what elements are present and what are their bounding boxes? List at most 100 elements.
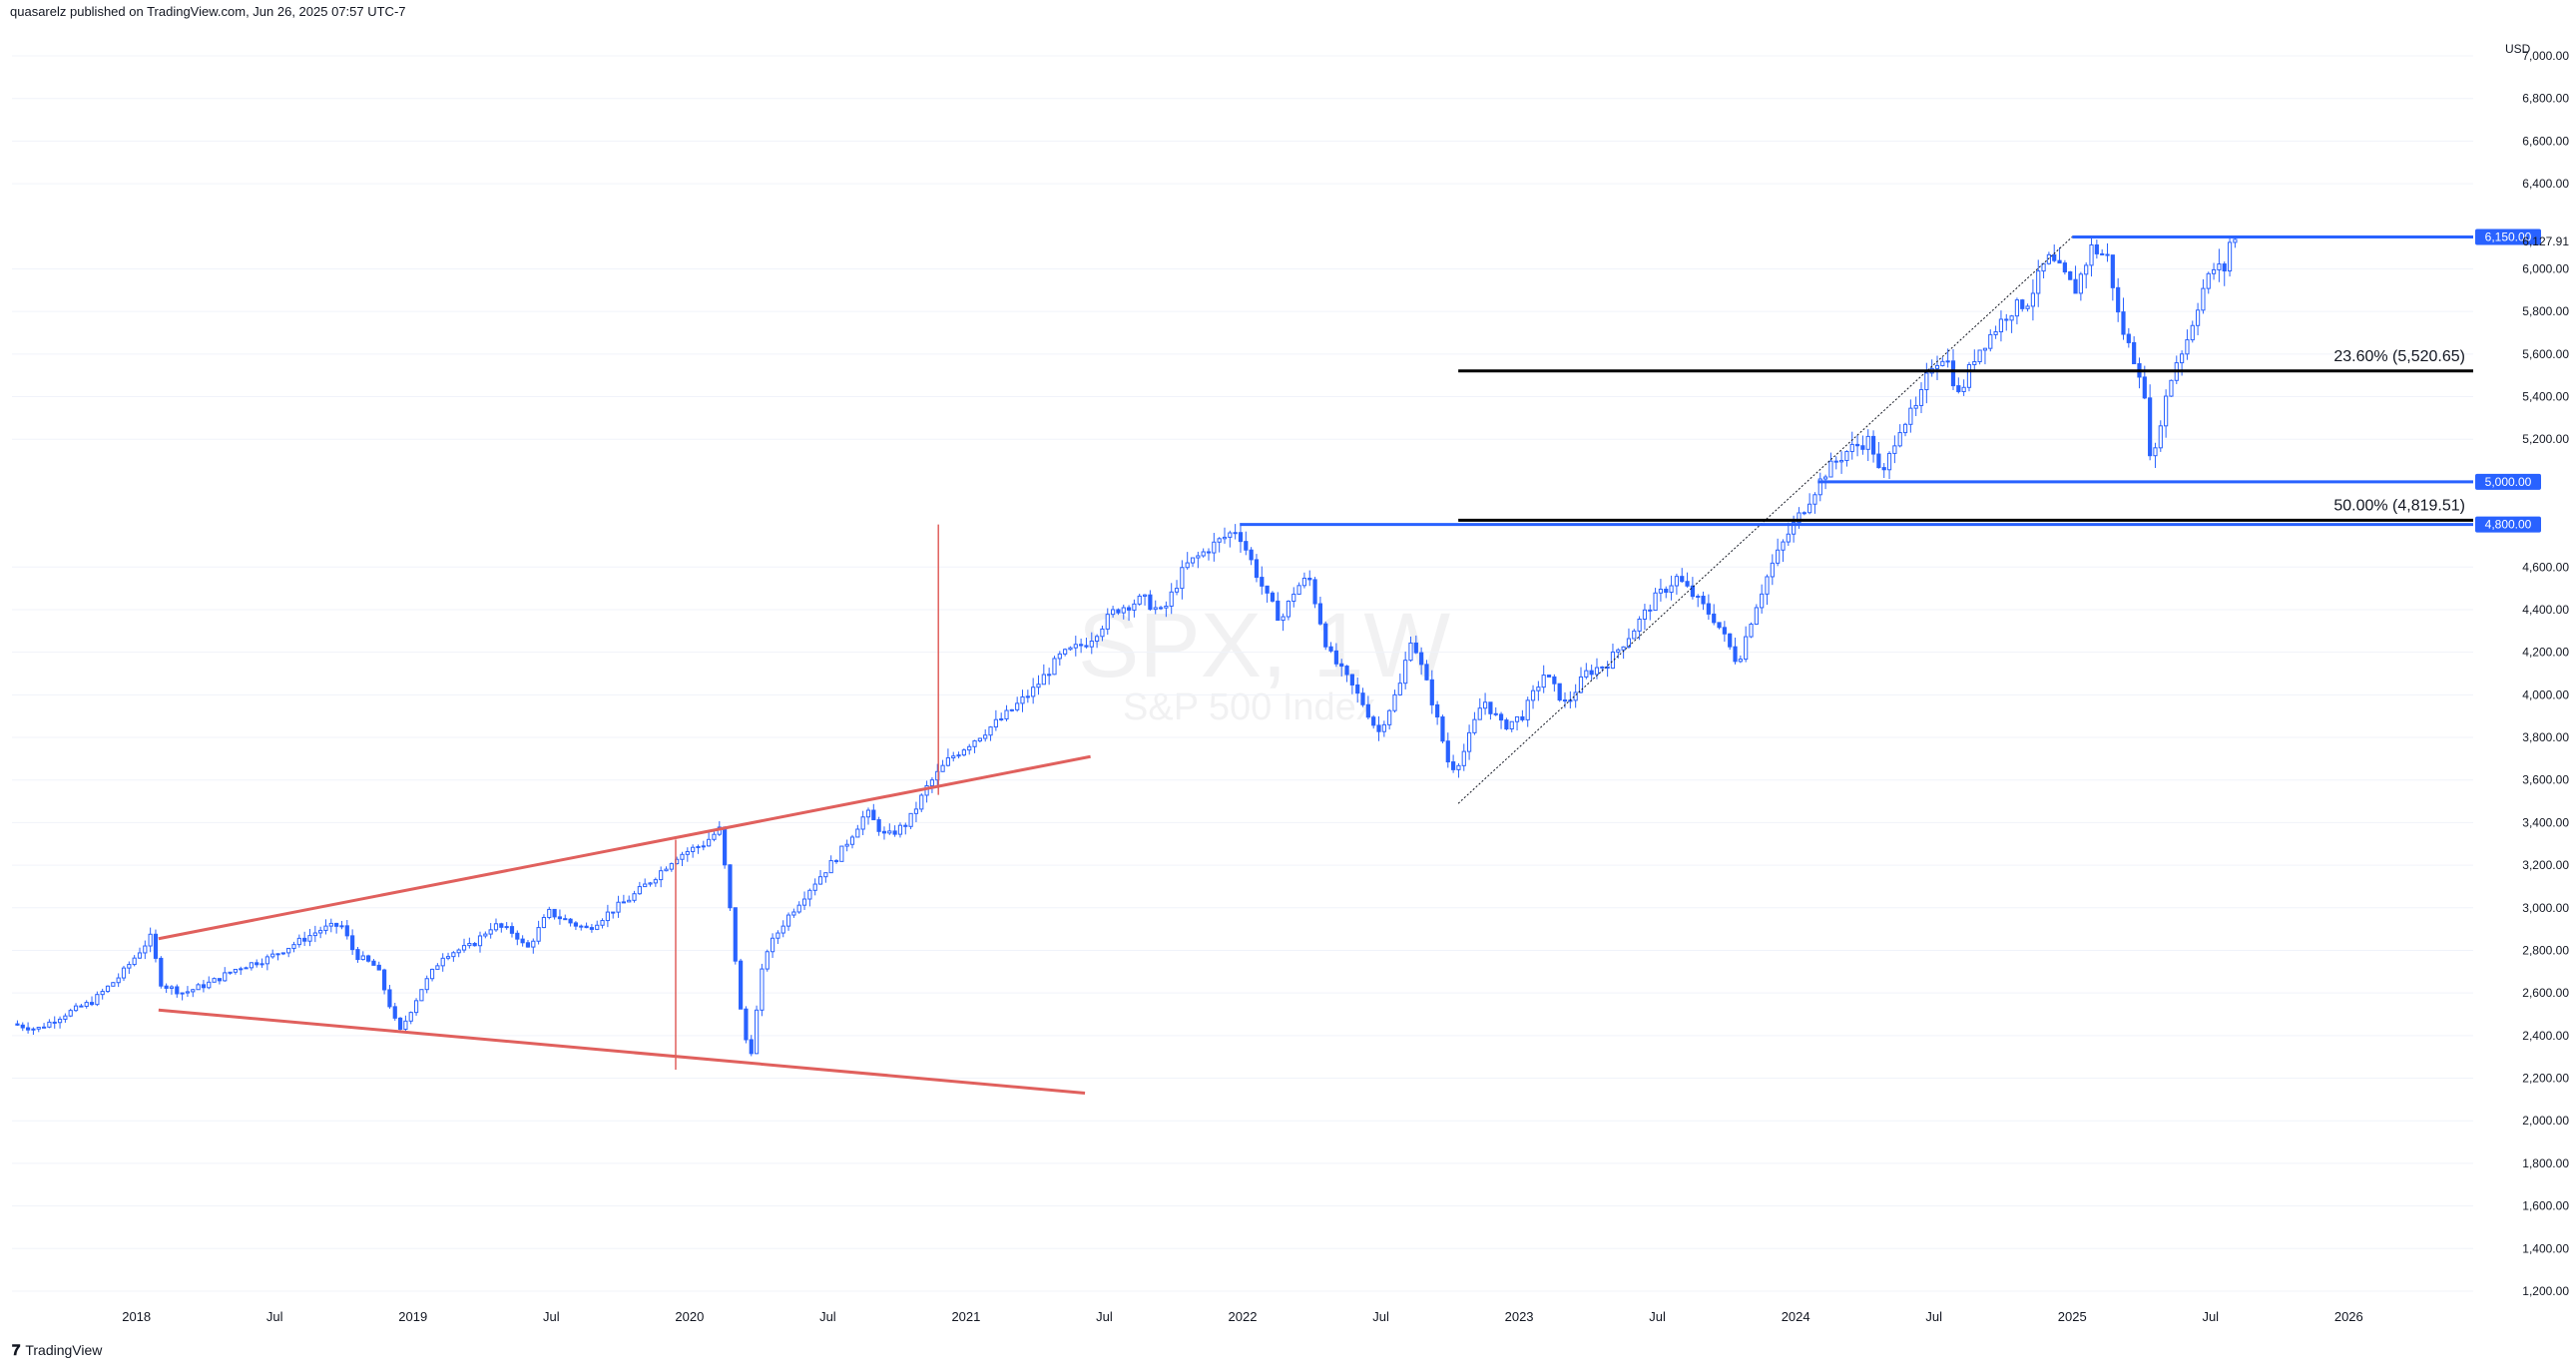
candle-body bbox=[1797, 512, 1802, 524]
footer-brand[interactable]: 𝟕 TradingView bbox=[12, 1340, 102, 1360]
candle-body bbox=[855, 828, 860, 838]
y-tick-label: 2,200.00 bbox=[2522, 1072, 2569, 1086]
candle-body bbox=[1632, 630, 1637, 640]
candle-body bbox=[733, 907, 738, 962]
x-tick-label: Jul bbox=[543, 1309, 560, 1324]
price-axis[interactable]: 1,200.00 1,400.00 1,600.00 1,800.00 2,000.00… bbox=[2473, 24, 2576, 1323]
candle-body bbox=[1148, 594, 1153, 611]
candle-body bbox=[1126, 607, 1132, 611]
candle-body bbox=[865, 809, 871, 818]
candle-body bbox=[1228, 532, 1233, 538]
x-tick-label: 2022 bbox=[1229, 1309, 1258, 1324]
candle-body bbox=[1493, 712, 1498, 715]
time-axis[interactable]: 2018 Jul 2019 Jul 2020 Jul 2021 Jul 2022 Jul 2023 J… bbox=[12, 1307, 2473, 1343]
candle-body bbox=[1249, 549, 1254, 561]
candle-body bbox=[180, 992, 185, 995]
candle-body bbox=[1870, 435, 1876, 455]
candle-body bbox=[823, 872, 828, 878]
candle-body bbox=[1589, 670, 1594, 676]
candle-body bbox=[392, 1006, 397, 1019]
candle-body bbox=[1594, 667, 1600, 676]
candle-body bbox=[73, 1005, 79, 1012]
candle-body bbox=[525, 942, 531, 948]
candle-body bbox=[1514, 715, 1520, 722]
candle-body bbox=[961, 749, 966, 756]
candle-body bbox=[1897, 432, 1902, 447]
candle-body bbox=[467, 943, 472, 947]
candle-body bbox=[1217, 538, 1222, 543]
brand-name: TradingView bbox=[25, 1342, 103, 1358]
candle-body bbox=[1408, 642, 1413, 662]
candle-body bbox=[366, 955, 371, 962]
price-label-box bbox=[2475, 228, 2541, 245]
candle-body bbox=[983, 734, 988, 739]
candle-body bbox=[1365, 703, 1370, 718]
y-tick-label: 3,600.00 bbox=[2522, 773, 2569, 787]
price-chart[interactable]: 23.60% (5,520.65) 50.00% (4,819.51) bbox=[12, 24, 2473, 1323]
candle-body bbox=[1323, 623, 1328, 648]
candle-body bbox=[1116, 609, 1121, 614]
candle-body bbox=[1052, 658, 1057, 676]
candle-body bbox=[339, 925, 344, 928]
candle-body bbox=[1456, 764, 1461, 770]
candle-body bbox=[1206, 551, 1212, 554]
candle-body bbox=[568, 918, 573, 924]
y-tick-label: 3,000.00 bbox=[2522, 901, 2569, 915]
candle-body bbox=[1706, 603, 1711, 615]
candle-body bbox=[2185, 339, 2190, 355]
candle-body bbox=[451, 952, 456, 958]
candle-body bbox=[1993, 331, 1998, 335]
candle-body bbox=[691, 846, 696, 852]
candle-body bbox=[817, 876, 823, 885]
candle-body bbox=[2217, 263, 2222, 270]
candle-body bbox=[536, 927, 541, 942]
candle-body bbox=[1073, 644, 1078, 649]
price-label-box bbox=[2475, 473, 2541, 490]
candle-body bbox=[2046, 253, 2051, 264]
candle-body bbox=[621, 901, 626, 904]
candle-body bbox=[908, 812, 913, 827]
candle-body bbox=[2062, 262, 2067, 273]
candle-body bbox=[600, 920, 605, 926]
candle-body bbox=[1451, 761, 1456, 770]
candle-body bbox=[1025, 695, 1030, 698]
candle-body bbox=[424, 978, 429, 991]
y-tick-label: 6,000.00 bbox=[2522, 261, 2569, 275]
candle-body bbox=[1089, 641, 1094, 648]
candle-body bbox=[744, 1008, 749, 1041]
candle-body bbox=[1621, 646, 1626, 651]
candle-body bbox=[1918, 389, 1924, 406]
candle-body bbox=[1301, 577, 1307, 587]
candle-body bbox=[504, 926, 509, 929]
candle-body bbox=[1557, 683, 1562, 701]
candle-body bbox=[929, 779, 935, 786]
candle-body bbox=[2211, 268, 2217, 274]
candle-body bbox=[584, 925, 589, 929]
candle-body bbox=[1754, 607, 1759, 626]
candle-body bbox=[360, 955, 365, 961]
candle-body bbox=[1669, 585, 1674, 594]
candle-body bbox=[1403, 660, 1408, 685]
y-tick-label: 4,600.00 bbox=[2522, 560, 2569, 574]
x-tick-label: Jul bbox=[2202, 1309, 2219, 1324]
y-tick-label: 3,400.00 bbox=[2522, 815, 2569, 829]
candle-body bbox=[1509, 720, 1514, 730]
candle-body bbox=[616, 901, 621, 913]
candle-body bbox=[1079, 644, 1084, 647]
tradingview-logo-icon: 𝟕 bbox=[12, 1341, 20, 1359]
trend-line bbox=[1457, 236, 2073, 804]
candle-body bbox=[1961, 386, 1966, 392]
candle-body bbox=[493, 923, 499, 931]
candle-body bbox=[844, 843, 849, 847]
candle-body bbox=[1339, 663, 1344, 668]
y-tick-label: 1,400.00 bbox=[2522, 1241, 2569, 1255]
x-tick-label: 2018 bbox=[122, 1309, 151, 1324]
candle-body bbox=[1876, 453, 1881, 469]
y-tick-label: 6,400.00 bbox=[2522, 177, 2569, 191]
candle-body bbox=[1265, 585, 1270, 594]
candle-body bbox=[579, 925, 584, 928]
candle-body bbox=[1355, 684, 1360, 694]
candle-body bbox=[563, 918, 568, 921]
candle-body bbox=[1461, 750, 1466, 766]
candle-body bbox=[456, 949, 461, 954]
